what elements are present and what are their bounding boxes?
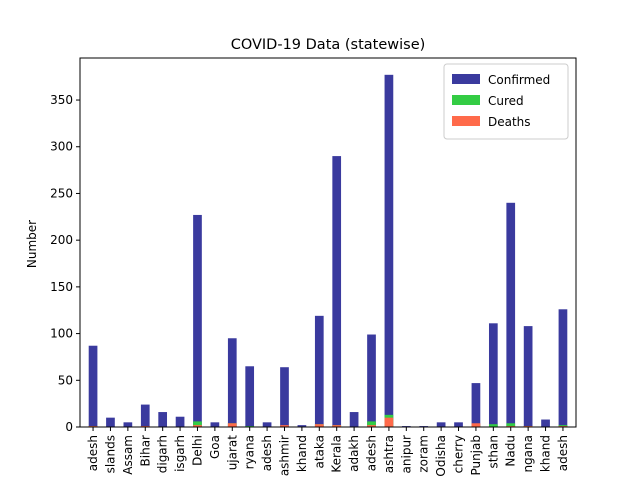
bar-confirmed-21 — [454, 422, 463, 427]
x-tick-label-20: Odisha — [434, 435, 448, 477]
bar-confirmed-6 — [193, 214, 202, 427]
x-tick-label-3: Bihar — [138, 435, 152, 467]
bar-confirmed-8 — [227, 338, 237, 427]
bar-confirmed-20 — [436, 422, 446, 427]
x-tick-label-12: khand — [295, 435, 309, 472]
x-tick-label-27: adesh — [556, 435, 570, 471]
x-tick-label-9: ryana — [243, 435, 257, 469]
x-tick-label-17: ashtra — [382, 435, 396, 473]
bar-deaths-16 — [367, 425, 376, 427]
x-tick-label-19: zoram — [417, 435, 431, 473]
y-tick-label-300: 300 — [50, 140, 73, 154]
bar-deaths-6 — [193, 425, 202, 427]
y-tick-label-0: 0 — [65, 420, 73, 434]
bar-cured-16 — [367, 421, 376, 427]
bar-deaths-8 — [227, 423, 237, 427]
y-tick-label-350: 350 — [50, 93, 73, 107]
plot-frame — [79, 57, 577, 428]
bar-confirmed-10 — [262, 422, 272, 427]
x-tick-label-13: ataka — [312, 435, 326, 469]
x-tick-label-10: adesh — [260, 435, 274, 471]
y-tick-label-250: 250 — [50, 186, 73, 200]
x-tick-label-26: khand — [539, 435, 553, 472]
x-tick-label-11: ashmir — [277, 435, 291, 476]
bar-confirmed-3 — [140, 404, 150, 427]
x-tick-label-4: digarh — [156, 435, 170, 473]
bar-confirmed-15 — [349, 412, 359, 427]
bar-deaths-17 — [384, 417, 394, 427]
x-tick-label-22: Punjab — [469, 435, 483, 476]
y-tick-label-200: 200 — [50, 233, 73, 247]
bar-confirmed-0 — [88, 345, 98, 427]
bar-confirmed-17 — [384, 74, 394, 428]
x-tick-label-5: isgarh — [173, 435, 187, 472]
legend: Confirmed Cured Deaths — [443, 63, 569, 140]
legend-swatch-confirmed — [452, 74, 480, 84]
x-axis: adesh slands Assam Bihar digarh isgarh Delhi Go… — [86, 427, 570, 477]
bar-confirmed-13 — [314, 315, 324, 427]
bar-confirmed-2 — [123, 422, 133, 427]
bar-confirmed-25 — [523, 326, 533, 427]
x-tick-label-7: Goa — [208, 435, 222, 459]
bar-confirmed-14 — [332, 156, 342, 427]
bar-confirmed-7 — [210, 422, 220, 427]
x-tick-label-0: adesh — [86, 435, 100, 471]
bar-confirmed-1 — [106, 417, 115, 427]
bar-confirmed-26 — [541, 419, 550, 427]
x-tick-label-24: Nadu — [504, 435, 518, 467]
x-tick-label-8: ujarat — [225, 435, 239, 471]
x-tick-label-25: ngana — [521, 435, 535, 473]
y-tick-label-50: 50 — [58, 373, 73, 387]
x-tick-label-2: Assam — [121, 435, 135, 475]
y-axis-label: Number — [25, 220, 39, 268]
x-tick-label-18: anipur — [399, 435, 413, 474]
bar-confirmed-16 — [367, 334, 376, 427]
bars-layer — [88, 74, 568, 428]
bar-cured-6 — [193, 421, 202, 427]
y-tick-label-100: 100 — [50, 327, 73, 341]
bar-confirmed-27 — [558, 309, 568, 427]
legend-swatch-cured — [452, 95, 480, 105]
y-tick-label-150: 150 — [50, 280, 73, 294]
legend-label-cured: Cured — [488, 94, 524, 108]
bar-confirmed-23 — [488, 323, 498, 427]
x-tick-label-15: adakh — [347, 435, 361, 472]
bar-deaths-11 — [280, 425, 289, 427]
x-tick-label-23: sthan — [486, 435, 500, 469]
chart-title: COVID-19 Data (statewise) — [231, 37, 426, 53]
bar-confirmed-5 — [175, 416, 185, 427]
legend-label-deaths: Deaths — [488, 115, 531, 129]
x-tick-label-16: adesh — [365, 435, 379, 471]
legend-swatch-deaths — [452, 116, 480, 126]
bar-deaths-14 — [332, 425, 342, 427]
bar-confirmed-9 — [245, 366, 255, 427]
bar-cured-23 — [488, 424, 498, 427]
bar-cured-24 — [506, 423, 516, 427]
x-tick-label-6: Delhi — [190, 435, 204, 466]
bar-confirmed-24 — [506, 202, 516, 427]
bar-deaths-22 — [471, 423, 481, 427]
x-tick-label-14: Kerala — [330, 435, 344, 473]
y-axis: 0 50 100 150 200 250 300 350 — [50, 93, 80, 434]
bar-confirmed-12 — [297, 425, 307, 427]
bar-confirmed-11 — [280, 367, 289, 427]
legend-label-confirmed: Confirmed — [488, 73, 550, 87]
bar-confirmed-22 — [471, 383, 481, 427]
bar-deaths-13 — [314, 424, 324, 427]
bar-confirmed-4 — [158, 412, 168, 427]
x-tick-label-21: cherry — [452, 435, 466, 473]
x-tick-label-1: slands — [103, 435, 117, 473]
